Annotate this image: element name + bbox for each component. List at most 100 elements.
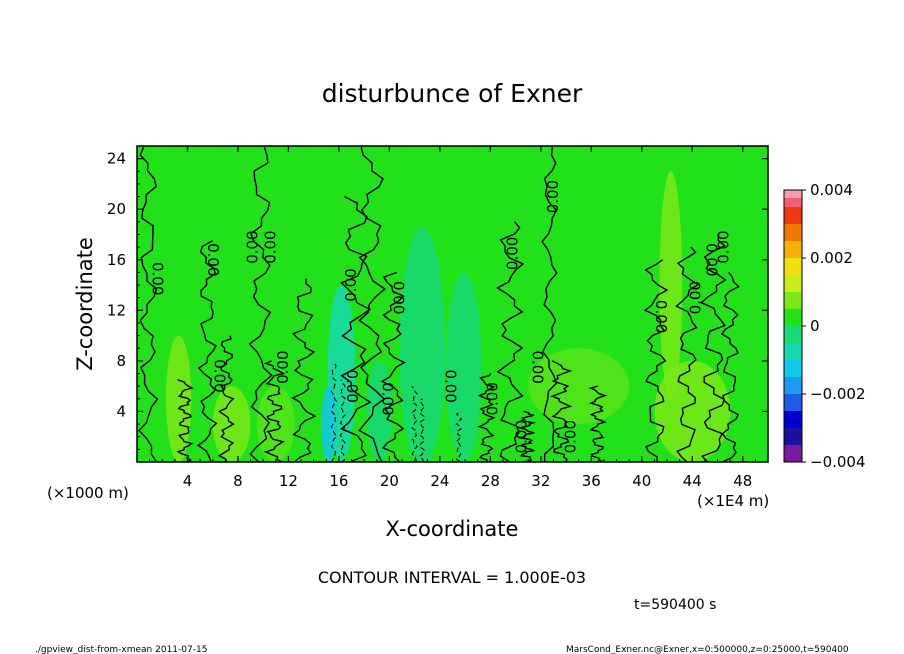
colorbar-tick-label: −0.002 <box>810 385 866 403</box>
contour-label: 0.00 <box>378 382 396 415</box>
field-patch <box>659 171 683 399</box>
colorbar-level <box>784 258 802 275</box>
contour-line <box>380 271 406 462</box>
contour-line <box>291 278 317 462</box>
colorbar-tick-label: −0.004 <box>810 453 866 471</box>
contour-line <box>217 335 235 462</box>
colorbar-level <box>784 207 802 224</box>
colorbar-level <box>784 309 802 326</box>
x-tick-label: 20 <box>380 472 399 490</box>
time-text: t=590400 s <box>634 597 716 613</box>
chart-title: disturbunce of Exner <box>322 79 583 108</box>
x-tick-label: 12 <box>279 472 298 490</box>
y-tick-label: 16 <box>107 251 126 269</box>
field-patch <box>446 272 482 462</box>
y-tick-label: 8 <box>116 352 126 370</box>
x-tick-label: 44 <box>683 472 702 490</box>
contour-label: 0.00 <box>687 281 705 314</box>
contour-label: 0.00 <box>274 350 292 383</box>
colorbar-level <box>784 445 802 462</box>
x-axis: 4 8 12 16 20 24 28 32 36 40 44 48 <box>149 146 756 490</box>
colorbar-tick-label: 0.002 <box>810 249 853 267</box>
y-tick-label: 12 <box>107 301 126 319</box>
contour-line <box>263 360 286 462</box>
contour-line <box>643 259 669 462</box>
x-tick-label: 16 <box>329 472 348 490</box>
contour-label: 0.00 <box>261 230 279 263</box>
colorbar-level <box>784 326 802 343</box>
contour-interval-text: CONTOUR INTERVAL = 1.000E-03 <box>318 568 586 587</box>
field-patch <box>399 228 445 462</box>
x-tick-label: 40 <box>632 472 651 490</box>
plot-area: 0.000.00 0.00 0.000.00 0.000.000.00 0.000.00… <box>137 146 768 462</box>
contour-line <box>541 147 558 462</box>
field-patch <box>256 386 295 462</box>
contour-line <box>550 360 573 462</box>
contour-line <box>138 147 159 462</box>
contour-line-negative <box>339 379 347 462</box>
colorbar-level <box>784 241 802 258</box>
contour-label: 0.00 <box>343 369 361 402</box>
contour-label: 0.00 <box>562 420 580 453</box>
field-patch <box>212 386 251 462</box>
colorbar-tick-label: 0 <box>810 317 820 335</box>
colorbar-level <box>784 377 802 394</box>
colorbar-level-top <box>784 190 802 198</box>
contour-label: 0.00 <box>512 420 530 453</box>
contour-line <box>720 271 740 462</box>
contour-line-negative <box>455 411 463 462</box>
contour-label: 0.00 <box>504 237 522 270</box>
colorbar-level <box>784 411 802 428</box>
contour-label: 0.00 <box>342 268 360 301</box>
contour-label: 0.00 <box>714 230 732 263</box>
contour-label: 0.00 <box>483 382 501 415</box>
colorbar-tick-label: 0.004 <box>810 181 853 199</box>
colorbar <box>784 190 802 462</box>
contour-label: 0.00 <box>211 359 229 392</box>
y-axis-label: Z-coordinate <box>73 237 97 371</box>
colorbar-level <box>784 360 802 377</box>
contour-label: 0.00 <box>703 243 721 276</box>
x-tick-label: 48 <box>733 472 752 490</box>
contour-label: 0.00 <box>652 300 670 333</box>
contour-line <box>176 379 194 462</box>
contour-label: 0.00 <box>204 243 222 276</box>
contour-label: 0.00 <box>442 369 460 402</box>
y-tick-label: 24 <box>107 150 126 168</box>
contour-label: 0.00 <box>544 180 562 213</box>
contour-line-negative <box>418 398 426 462</box>
colorbar-level <box>784 275 802 292</box>
footer-left: ./gpview_dist-from-xmean 2011-07-15 <box>35 645 207 654</box>
contour-line <box>477 373 496 462</box>
contour-line-negative <box>330 360 338 462</box>
contour-line <box>518 410 536 462</box>
contour-line <box>496 221 525 462</box>
colorbar-level <box>784 428 802 445</box>
field-patch <box>366 360 392 462</box>
colorbar-ticks: 0.004 0.002 0 −0.002 −0.004 <box>802 181 866 471</box>
x-tick-label: 28 <box>481 472 500 490</box>
contour-line <box>588 385 608 462</box>
x-axis-label: X-coordinate <box>386 517 519 541</box>
contour-label: 0.00 <box>149 262 167 295</box>
field-patch <box>321 386 337 462</box>
y-unit-label: (×1000 m) <box>47 484 129 502</box>
colorbar-level <box>784 343 802 360</box>
y-axis: 4 8 12 16 20 24 <box>107 150 768 450</box>
contour-line <box>197 240 218 462</box>
y-tick-label: 20 <box>107 200 126 218</box>
contour-label: 0.00 <box>390 281 408 314</box>
x-tick-label: 8 <box>233 472 243 490</box>
y-tick-label: 4 <box>116 402 126 420</box>
contour-line <box>340 195 372 462</box>
x-tick-label: 24 <box>430 472 449 490</box>
x-unit-label: (×1E4 m) <box>697 492 769 510</box>
field-patches <box>166 171 731 462</box>
x-tick-label: 32 <box>531 472 550 490</box>
contour-line <box>700 234 727 462</box>
contour-lines <box>138 147 740 462</box>
footer-right: MarsCond_Exner.nc@Exner,x=0:500000,z=0:2… <box>566 645 849 654</box>
contour-line <box>358 147 387 462</box>
x-tick-label: 4 <box>183 472 193 490</box>
contour-label: 0.00 <box>244 230 262 263</box>
